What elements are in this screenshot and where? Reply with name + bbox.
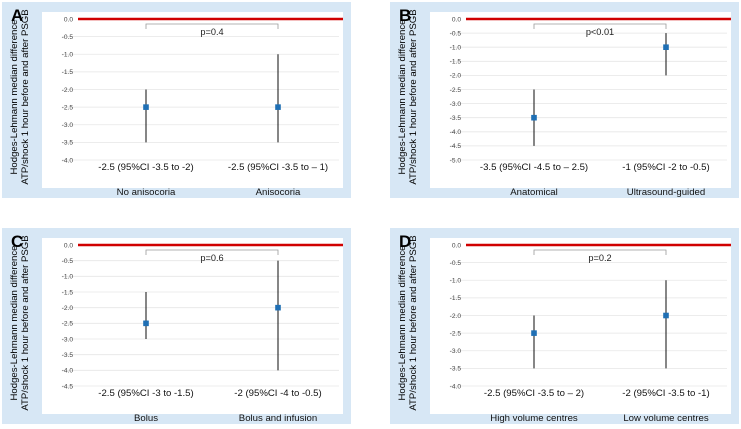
category-label: Anatomical [510,187,557,198]
y-tick-label: -0.5 [62,34,74,41]
panel-letter: B [399,6,411,25]
y-tick-label: -3.5 [62,140,74,147]
chart-panel-b: B Hodges-Lehmann median differenceATP/sho… [390,2,739,198]
ci-value-label: -2.5 (95%CI -3.5 to – 1) [228,162,328,173]
y-tick-label: -1.5 [62,69,74,76]
category-label: Anisocoria [256,187,301,198]
y-tick-label: -0.5 [62,258,74,265]
median-point [143,104,149,110]
ci-value-label: -2 (95%CI -3.5 to -1) [622,388,709,399]
p-value-label: p=0.4 [200,27,223,37]
category-label: High volume centres [490,413,578,424]
y-tick-label: -3.0 [450,101,462,108]
significance-bracket [145,23,279,29]
y-axis-label: Hodges-Lehmann median differenceATP/shoc… [9,235,31,410]
category-label: Bolus and infusion [239,413,317,424]
y-tick-label: -0.5 [450,30,462,37]
y-axis-label-line-2: ATP/shock 1 hour before and after PSGB [408,9,419,184]
y-axis-label-line-1: Hodges-Lehmann median difference [9,19,20,174]
y-tick-label: -1.0 [450,45,462,52]
plot-area [430,238,731,414]
significance-bracket [533,249,667,255]
p-value-label: p<0.01 [586,27,614,37]
p-value-label: p=0.6 [200,253,223,263]
chart-panel-d: D Hodges-Lehmann median differenceATP/sho… [390,228,739,424]
category-label: Low volume centres [623,413,709,424]
y-tick-label: 0.0 [452,16,461,23]
y-tick-label: -5.0 [450,157,462,164]
median-point [275,104,281,110]
y-tick-label: -3.0 [450,348,462,355]
ci-value-label: -2.5 (95%CI -3.5 to -2) [98,162,193,173]
y-tick-label: -3.0 [62,336,74,343]
y-tick-label: -4.0 [450,383,462,390]
y-tick-label: -1.5 [62,289,74,296]
y-tick-label: -4.0 [62,368,74,375]
panel-letter: D [399,232,411,251]
y-tick-label: -2.0 [62,87,74,94]
y-axis-label: Hodges-Lehmann median differenceATP/shoc… [397,235,419,410]
p-value-label: p=0.2 [588,253,611,263]
y-tick-label: 0.0 [64,242,73,249]
significance-bracket [145,249,279,255]
y-tick-label: -4.0 [450,129,462,136]
y-tick-label: -3.0 [62,122,74,129]
ci-value-label: -2.5 (95%CI -3 to -1.5) [98,388,193,399]
y-axis-label: Hodges-Lehmann median differenceATP/shoc… [9,9,31,184]
median-point [531,330,537,336]
y-tick-label: -4.0 [62,157,74,164]
y-tick-label: -4.5 [450,143,462,150]
category-label: No anisocoria [117,187,176,198]
y-tick-label: -1.5 [450,295,462,302]
y-tick-label: -0.5 [450,260,462,267]
y-tick-label: 0.0 [64,16,73,23]
y-tick-label: 0.0 [452,242,461,249]
y-axis-label-line-2: ATP/shock 1 hour before and after PSGB [20,235,31,410]
y-tick-label: -3.5 [450,115,462,122]
y-axis-label-line-2: ATP/shock 1 hour before and after PSGB [408,235,419,410]
chart-panel-a: A Hodges-Lehmann median differenceATP/sho… [2,2,351,198]
y-axis-label: Hodges-Lehmann median differenceATP/shoc… [397,9,419,184]
y-tick-label: -3.5 [62,352,74,359]
y-axis-label-line-1: Hodges-Lehmann median difference [397,19,408,174]
y-tick-label: -2.0 [450,73,462,80]
panel-letter: C [11,232,23,251]
ci-value-label: -2 (95%CI -4 to -0.5) [234,388,321,399]
median-point [663,44,669,50]
ci-value-label: -1 (95%CI -2 to -0.5) [622,162,709,173]
ci-value-label: -3.5 (95%CI -4.5 to – 2.5) [480,162,588,173]
ci-value-label: -2.5 (95%CI -3.5 to – 2) [484,388,584,399]
significance-bracket [533,23,667,29]
plot-area [42,238,343,414]
median-point [143,320,149,327]
y-tick-label: -2.0 [450,313,462,320]
category-label: Bolus [134,413,158,424]
y-tick-label: -1.0 [450,278,462,285]
panel-letter: A [11,6,23,25]
y-tick-label: -2.5 [62,104,74,111]
y-axis-label-line-2: ATP/shock 1 hour before and after PSGB [20,9,31,184]
median-point [663,312,669,319]
y-tick-label: -1.0 [62,274,74,281]
y-tick-label: -4.5 [62,383,74,390]
median-point [275,304,281,311]
chart-panel-c: C Hodges-Lehmann median differenceATP/sho… [2,228,351,424]
y-tick-label: -2.0 [62,305,74,312]
y-axis-label-line-1: Hodges-Lehmann median difference [397,245,408,400]
y-axis-label-line-1: Hodges-Lehmann median difference [9,245,20,400]
plot-area [430,12,731,188]
category-label: Ultrasound-guided [627,187,705,198]
y-tick-label: -3.5 [450,366,462,373]
y-tick-label: -1.0 [62,52,74,59]
y-tick-label: -1.5 [450,59,462,66]
y-tick-label: -2.5 [450,330,462,337]
y-tick-label: -2.5 [62,321,74,328]
y-tick-label: -2.5 [450,87,462,94]
median-point [531,114,537,121]
plot-area [42,12,343,188]
